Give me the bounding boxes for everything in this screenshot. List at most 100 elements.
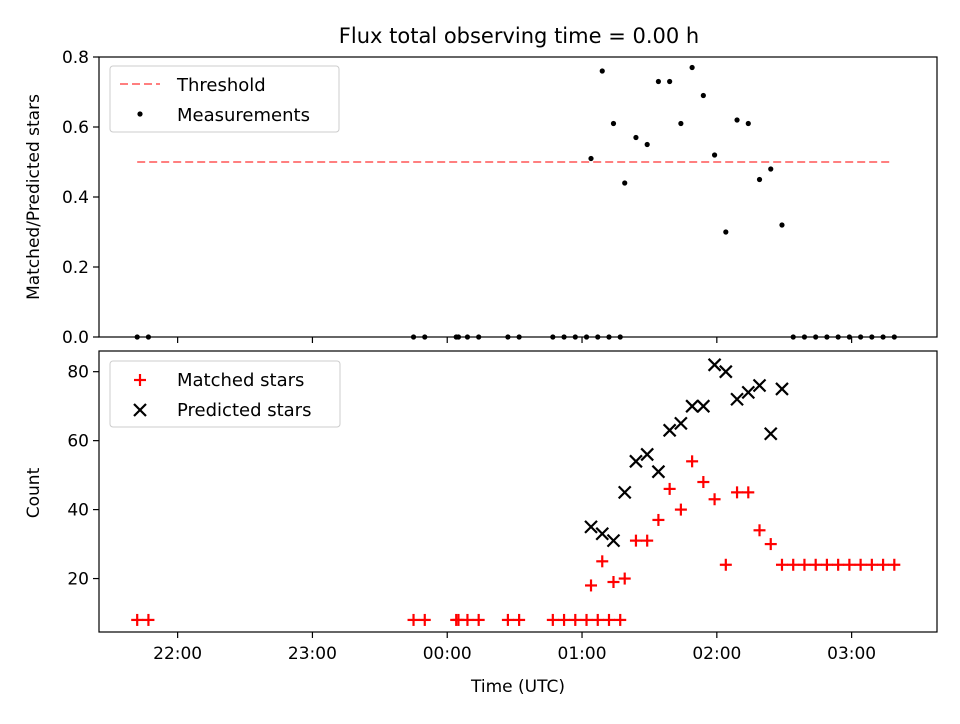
matched-stars-point — [775, 558, 788, 571]
matched-stars-point — [832, 558, 845, 571]
matched-stars-point — [820, 558, 833, 571]
predicted-x-b — [606, 533, 621, 548]
predicted-stars-point — [696, 399, 711, 413]
predicted-x-b — [741, 385, 756, 400]
predicted-stars-point — [674, 416, 688, 431]
predicted-x-b — [752, 378, 767, 393]
matched-stars-point — [596, 555, 609, 568]
ratio-panel: Matched/Predicted stars Threshold Measur… — [24, 48, 938, 348]
matched-stars-point — [602, 613, 615, 626]
matched-stars-point — [731, 486, 744, 499]
measurement-point — [756, 176, 763, 183]
matched-stars-point — [501, 613, 514, 626]
measurement-point — [723, 229, 729, 235]
predicted-stars-point — [685, 399, 699, 413]
predicted-stars-point — [651, 464, 666, 479]
ratio-ytick-label: 0.0 — [62, 328, 89, 348]
predicted-legend-label: Predicted stars — [177, 400, 311, 421]
predicted-stars-point — [741, 385, 756, 400]
matched-stars-point — [407, 613, 420, 626]
measurement-point — [734, 117, 740, 123]
xtick-label: 01:00 — [558, 644, 607, 664]
matched-stars-point — [142, 613, 155, 626]
matched-stars-point — [513, 613, 526, 626]
measurement-point — [667, 78, 673, 85]
measurement-point — [655, 78, 662, 85]
predicted-x-b — [775, 382, 789, 396]
count-ylabel: Count — [24, 467, 44, 518]
matched-stars-point — [546, 613, 559, 626]
count-axes-frame — [98, 350, 938, 633]
predicted-stars-point — [617, 485, 632, 500]
chart-title: Flux total observing time = 0.00 h — [339, 24, 699, 48]
matched-stars-point — [614, 613, 627, 626]
matched-stars-point — [585, 579, 598, 592]
matched-stars-point — [888, 558, 901, 571]
measurements-legend-swatch — [137, 111, 143, 117]
predicted-x-b — [719, 364, 733, 379]
matched-stars-point — [809, 558, 822, 571]
matched-stars-point — [686, 455, 699, 468]
predicted-stars-point — [629, 454, 643, 469]
predicted-stars-point — [640, 447, 654, 462]
measurement-point — [745, 120, 751, 127]
predicted-x-b — [617, 485, 632, 500]
count-legend: Matched stars Predicted stars — [109, 360, 341, 428]
xtick-label: 00:00 — [423, 644, 472, 664]
count-legend-box — [109, 360, 341, 428]
matched-stars-point — [663, 482, 676, 495]
ratio-ylabel: Matched/Predicted stars — [24, 94, 44, 300]
predicted-stars-point — [707, 358, 722, 372]
predicted-x-b — [685, 399, 699, 413]
xtick-label: 02:00 — [692, 644, 741, 664]
measurement-point — [768, 166, 774, 172]
matched-stars-point — [708, 493, 721, 506]
predicted-stars-point — [719, 364, 733, 379]
predicted-stars-point — [606, 533, 621, 548]
predicted-x-b — [707, 358, 722, 372]
matched-stars-point — [764, 538, 777, 551]
predicted-stars-point — [775, 382, 789, 396]
matched-stars-point — [131, 613, 144, 626]
xtick-label: 03:00 — [827, 644, 876, 664]
matched-stars-point — [877, 558, 890, 571]
measurement-point — [588, 155, 594, 162]
predicted-stars-point — [752, 378, 767, 393]
matched-legend-label: Matched stars — [177, 370, 304, 391]
matched-stars-point — [787, 558, 800, 571]
predicted-x-b — [595, 526, 610, 541]
ratio-legend: Threshold Measurements — [109, 65, 340, 133]
predicted-stars-point — [584, 520, 598, 534]
matched-stars-point — [569, 613, 582, 626]
ratio-ytick-label: 0.4 — [62, 188, 89, 208]
matched-stars-point — [742, 486, 755, 499]
count-ytick-label: 40 — [67, 501, 89, 521]
matched-stars-point — [652, 513, 665, 526]
matched-stars-point — [854, 558, 867, 571]
matched-stars-point — [641, 534, 654, 547]
ratio-ytick-label: 0.6 — [62, 118, 89, 138]
measurement-point — [633, 134, 639, 141]
measurements-legend-label: Measurements — [177, 105, 310, 126]
measurement-point — [622, 180, 628, 186]
matched-stars-point — [558, 613, 571, 626]
predicted-stars-point — [763, 426, 778, 441]
matched-stars-point — [719, 558, 732, 571]
xtick-label: 23:00 — [288, 644, 337, 664]
ratio-legend-box — [109, 65, 340, 133]
predicted-legend-swatch — [133, 403, 147, 417]
matched-stars-point — [629, 534, 642, 547]
matched-legend-swatch — [134, 374, 146, 386]
matched-stars-point — [618, 572, 631, 585]
measurement-point — [610, 120, 617, 127]
ratio-ytick-label: 0.8 — [62, 48, 89, 68]
matched-stars-point — [591, 613, 604, 626]
matched-stars-point — [843, 558, 856, 571]
measurement-point — [678, 120, 684, 127]
matched-stars-point — [472, 613, 485, 626]
threshold-legend-label: Threshold — [176, 75, 266, 96]
matched-stars-point — [753, 524, 766, 537]
matched-stars-point — [798, 558, 811, 571]
predicted-x-b — [640, 447, 654, 462]
